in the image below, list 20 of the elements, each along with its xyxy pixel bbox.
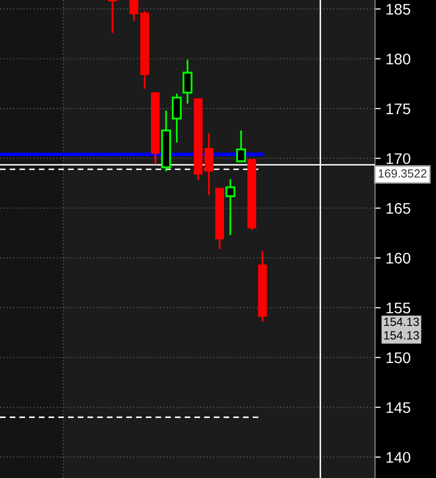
ref-line-label: 169.3522 — [378, 169, 426, 178]
candlestick — [236, 130, 246, 162]
text: 154.13 — [384, 318, 419, 326]
text: 154.13 — [384, 331, 419, 340]
y-tick-label: 145 — [386, 402, 410, 413]
y-tick-label: 165 — [386, 202, 410, 214]
y-tick-label: 140 — [386, 452, 410, 463]
y-tick-label: 150 — [386, 352, 410, 364]
y-tick-label: 175 — [386, 104, 410, 114]
candlestick — [204, 132, 214, 196]
y-tick-label: 185 — [386, 4, 410, 15]
y-tick-label: 170 — [386, 153, 410, 164]
candlestick — [172, 92, 182, 144]
candlestick — [108, 0, 117, 34]
y-tick-label: 155 — [386, 302, 410, 314]
candlestick — [130, 0, 138, 22]
y-tick-label: 160 — [386, 252, 410, 264]
candlestick — [225, 178, 236, 236]
candlestick — [182, 58, 192, 104]
y-tick-label: 180 — [386, 54, 410, 64]
